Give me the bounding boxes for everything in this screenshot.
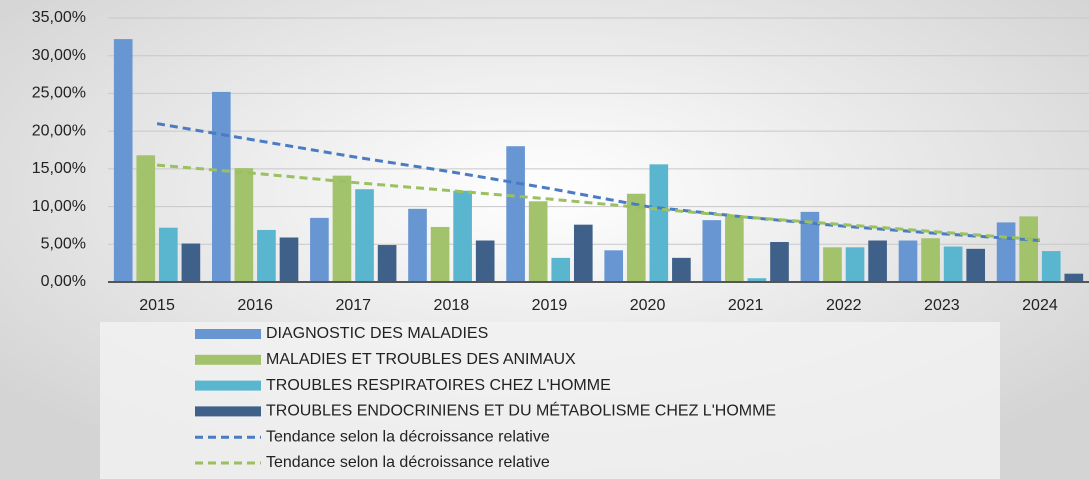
x-tick-label: 2021 — [728, 297, 764, 314]
bar — [257, 229, 276, 282]
bar — [747, 278, 767, 282]
bar — [868, 240, 887, 282]
bar — [626, 193, 646, 282]
bar — [181, 243, 201, 282]
bar — [159, 227, 178, 282]
legend-label: DIAGNOSTIC DES MALADIES — [266, 325, 488, 342]
y-tick-label: 0,00% — [41, 273, 86, 290]
bar — [430, 226, 450, 282]
bar — [770, 242, 789, 282]
bar — [310, 217, 329, 282]
legend-label: TROUBLES RESPIRATOIRES CHEZ L'HOMME — [266, 377, 611, 394]
legend-label: TROUBLES ENDOCRINIENS ET DU MÉTABOLISME … — [266, 401, 776, 420]
y-tick-label: 5,00% — [41, 236, 86, 253]
legend-swatch — [195, 329, 261, 339]
bar — [408, 208, 427, 282]
x-tick-label: 2016 — [237, 297, 273, 314]
bar — [475, 240, 495, 282]
bar — [898, 240, 918, 282]
bar — [672, 257, 691, 282]
x-tick-label: 2015 — [139, 297, 175, 314]
x-tick-label: 2017 — [335, 297, 371, 314]
bar — [113, 39, 133, 283]
bar — [604, 250, 624, 282]
bar — [355, 189, 374, 282]
x-tick-label: 2018 — [434, 297, 470, 314]
y-tick-label: 35,00% — [32, 9, 86, 26]
legend-label: MALADIES ET TROUBLES DES ANIMAUX — [266, 351, 576, 368]
x-tick-label: 2023 — [924, 297, 960, 314]
bar — [1019, 216, 1038, 282]
x-tick-label: 2020 — [630, 297, 666, 314]
bar — [211, 91, 231, 282]
y-tick-label: 30,00% — [32, 47, 86, 64]
bar — [649, 164, 669, 282]
x-tick-label: 2019 — [532, 297, 568, 314]
legend-swatch — [195, 380, 261, 391]
bar — [966, 248, 986, 282]
bar — [996, 222, 1016, 282]
legend-swatch — [195, 406, 261, 417]
bar — [1064, 273, 1084, 282]
bar — [279, 237, 299, 282]
bar — [845, 247, 865, 282]
legend-label: Tendance selon la décroissance relative — [266, 428, 550, 445]
bar — [800, 211, 820, 282]
y-tick-label: 20,00% — [32, 122, 86, 139]
bar — [136, 155, 156, 282]
bar — [943, 246, 963, 282]
bar — [377, 245, 397, 282]
bar — [702, 220, 722, 282]
y-tick-label: 25,00% — [32, 85, 86, 102]
bar — [725, 216, 744, 282]
bar — [1041, 251, 1061, 282]
bar — [573, 224, 593, 282]
bar — [453, 190, 472, 282]
x-tick-label: 2024 — [1022, 297, 1058, 314]
legend-label: Tendance selon la décroissance relative — [266, 454, 550, 471]
bar — [332, 175, 352, 282]
trend-line — [156, 163, 1041, 242]
legend-swatch — [195, 354, 261, 365]
legend-box — [100, 322, 1000, 479]
bar — [551, 257, 571, 282]
bar — [823, 247, 842, 282]
y-tick-label: 10,00% — [32, 198, 86, 215]
x-tick-label: 2022 — [826, 297, 862, 314]
bar — [921, 238, 940, 282]
y-tick-label: 15,00% — [32, 160, 86, 177]
trend-line — [156, 122, 1041, 243]
bar — [528, 201, 548, 282]
bar — [234, 168, 254, 282]
bar — [506, 146, 525, 282]
